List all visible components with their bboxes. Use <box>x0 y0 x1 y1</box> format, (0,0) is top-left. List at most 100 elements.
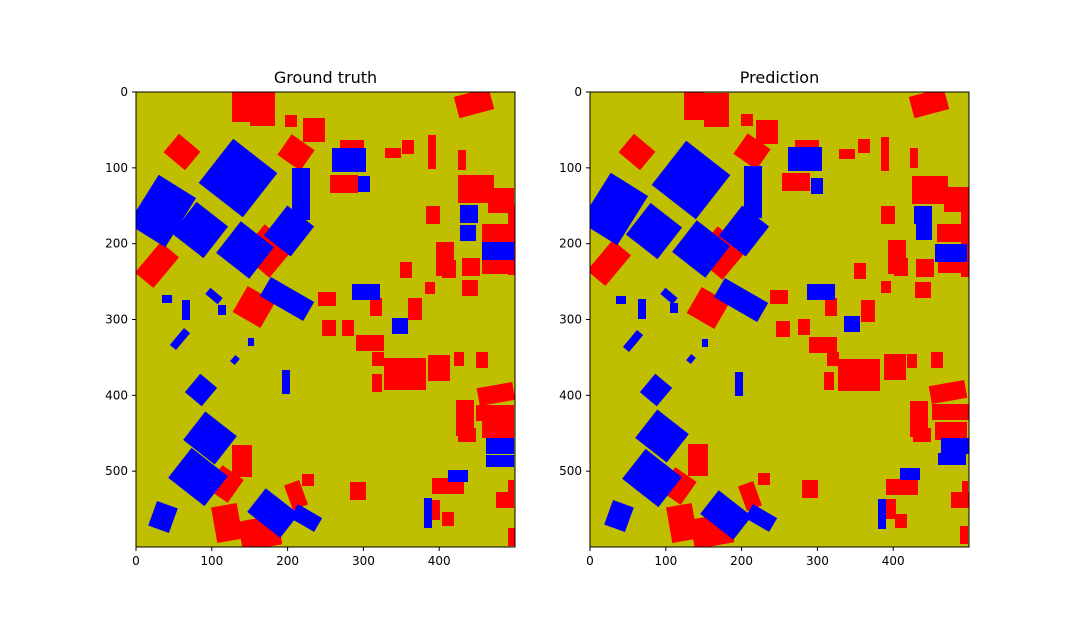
field-red <box>442 512 454 526</box>
field-blue <box>460 225 476 241</box>
x-tick-label: 0 <box>586 554 594 568</box>
field-red <box>733 133 771 170</box>
segmentation-fields <box>590 92 969 547</box>
field-red <box>858 139 870 153</box>
segmentation-fields <box>136 92 515 547</box>
field-red <box>370 298 382 316</box>
field-red <box>809 337 837 353</box>
field-red <box>618 133 656 171</box>
field-red <box>428 355 450 381</box>
field-blue <box>660 287 678 305</box>
y-tick-label: 400 <box>105 388 128 402</box>
field-red <box>839 149 855 159</box>
y-tick-label: 500 <box>559 464 582 478</box>
field-red <box>886 499 896 519</box>
field-red <box>318 292 336 306</box>
field-red <box>408 298 422 320</box>
field-red <box>402 140 414 154</box>
field-blue <box>148 501 178 533</box>
field-red <box>932 404 969 420</box>
field-red <box>825 298 837 316</box>
field-blue <box>292 168 310 220</box>
field-red <box>476 382 515 406</box>
field-red <box>302 474 314 486</box>
x-tick-label: 400 <box>428 554 451 568</box>
field-red <box>795 140 819 150</box>
field-red <box>350 482 366 500</box>
field-red <box>741 114 753 126</box>
y-tick-label: 300 <box>559 313 582 327</box>
field-blue <box>713 277 769 323</box>
y-tick-label: 100 <box>105 161 128 175</box>
field-blue <box>392 318 408 334</box>
x-tick-label: 300 <box>352 554 375 568</box>
field-red <box>951 492 969 508</box>
field-red <box>913 428 931 442</box>
field-blue <box>332 148 366 172</box>
field-blue <box>700 490 752 540</box>
field-blue <box>230 355 240 365</box>
field-red <box>888 240 906 274</box>
field-blue <box>638 299 646 319</box>
field-blue <box>604 500 634 532</box>
field-red <box>861 300 875 322</box>
x-tick-label: 300 <box>806 554 829 568</box>
field-red <box>400 262 412 278</box>
field-red <box>277 134 315 171</box>
y-tick-label: 0 <box>574 85 582 99</box>
field-red <box>482 420 514 438</box>
field-blue <box>788 147 822 171</box>
field-red <box>886 479 918 495</box>
field-red <box>881 206 895 224</box>
field-blue <box>622 330 644 352</box>
field-blue <box>482 242 514 260</box>
field-blue <box>171 201 229 259</box>
field-blue <box>162 295 172 303</box>
field-red <box>776 321 790 337</box>
field-red <box>770 290 788 304</box>
field-blue <box>247 488 299 538</box>
field-blue <box>900 468 920 480</box>
field-blue <box>941 438 969 454</box>
field-red <box>462 258 480 276</box>
field-red <box>684 92 704 120</box>
field-red <box>476 405 514 421</box>
field-red <box>454 352 464 366</box>
y-tick-label: 100 <box>559 161 582 175</box>
field-red <box>881 281 891 293</box>
field-blue <box>635 409 689 463</box>
field-red <box>908 92 950 119</box>
field-blue <box>811 178 823 194</box>
y-tick-label: 400 <box>559 388 582 402</box>
field-red <box>330 175 358 193</box>
field-red <box>430 500 440 520</box>
field-red <box>912 176 948 204</box>
field-blue <box>686 354 696 364</box>
field-red <box>462 280 478 296</box>
field-blue <box>651 140 731 220</box>
field-red <box>476 352 488 368</box>
field-red <box>937 224 967 242</box>
field-red <box>482 224 512 242</box>
field-blue <box>916 224 932 240</box>
field-blue <box>670 303 678 313</box>
field-red <box>802 480 818 498</box>
field-red <box>916 259 934 277</box>
field-blue <box>198 138 278 218</box>
field-red <box>356 335 384 351</box>
field-red <box>303 118 325 142</box>
field-red <box>907 354 917 368</box>
panel-title: Ground truth <box>274 68 377 87</box>
field-blue <box>844 316 860 332</box>
field-blue <box>460 205 478 223</box>
field-red <box>508 528 515 546</box>
y-tick-label: 500 <box>105 464 128 478</box>
field-blue <box>282 370 290 394</box>
field-red <box>136 241 180 289</box>
field-red <box>250 92 275 126</box>
field-red <box>884 354 906 380</box>
field-red <box>425 282 435 294</box>
field-blue <box>183 411 237 465</box>
field-blue <box>184 373 218 407</box>
